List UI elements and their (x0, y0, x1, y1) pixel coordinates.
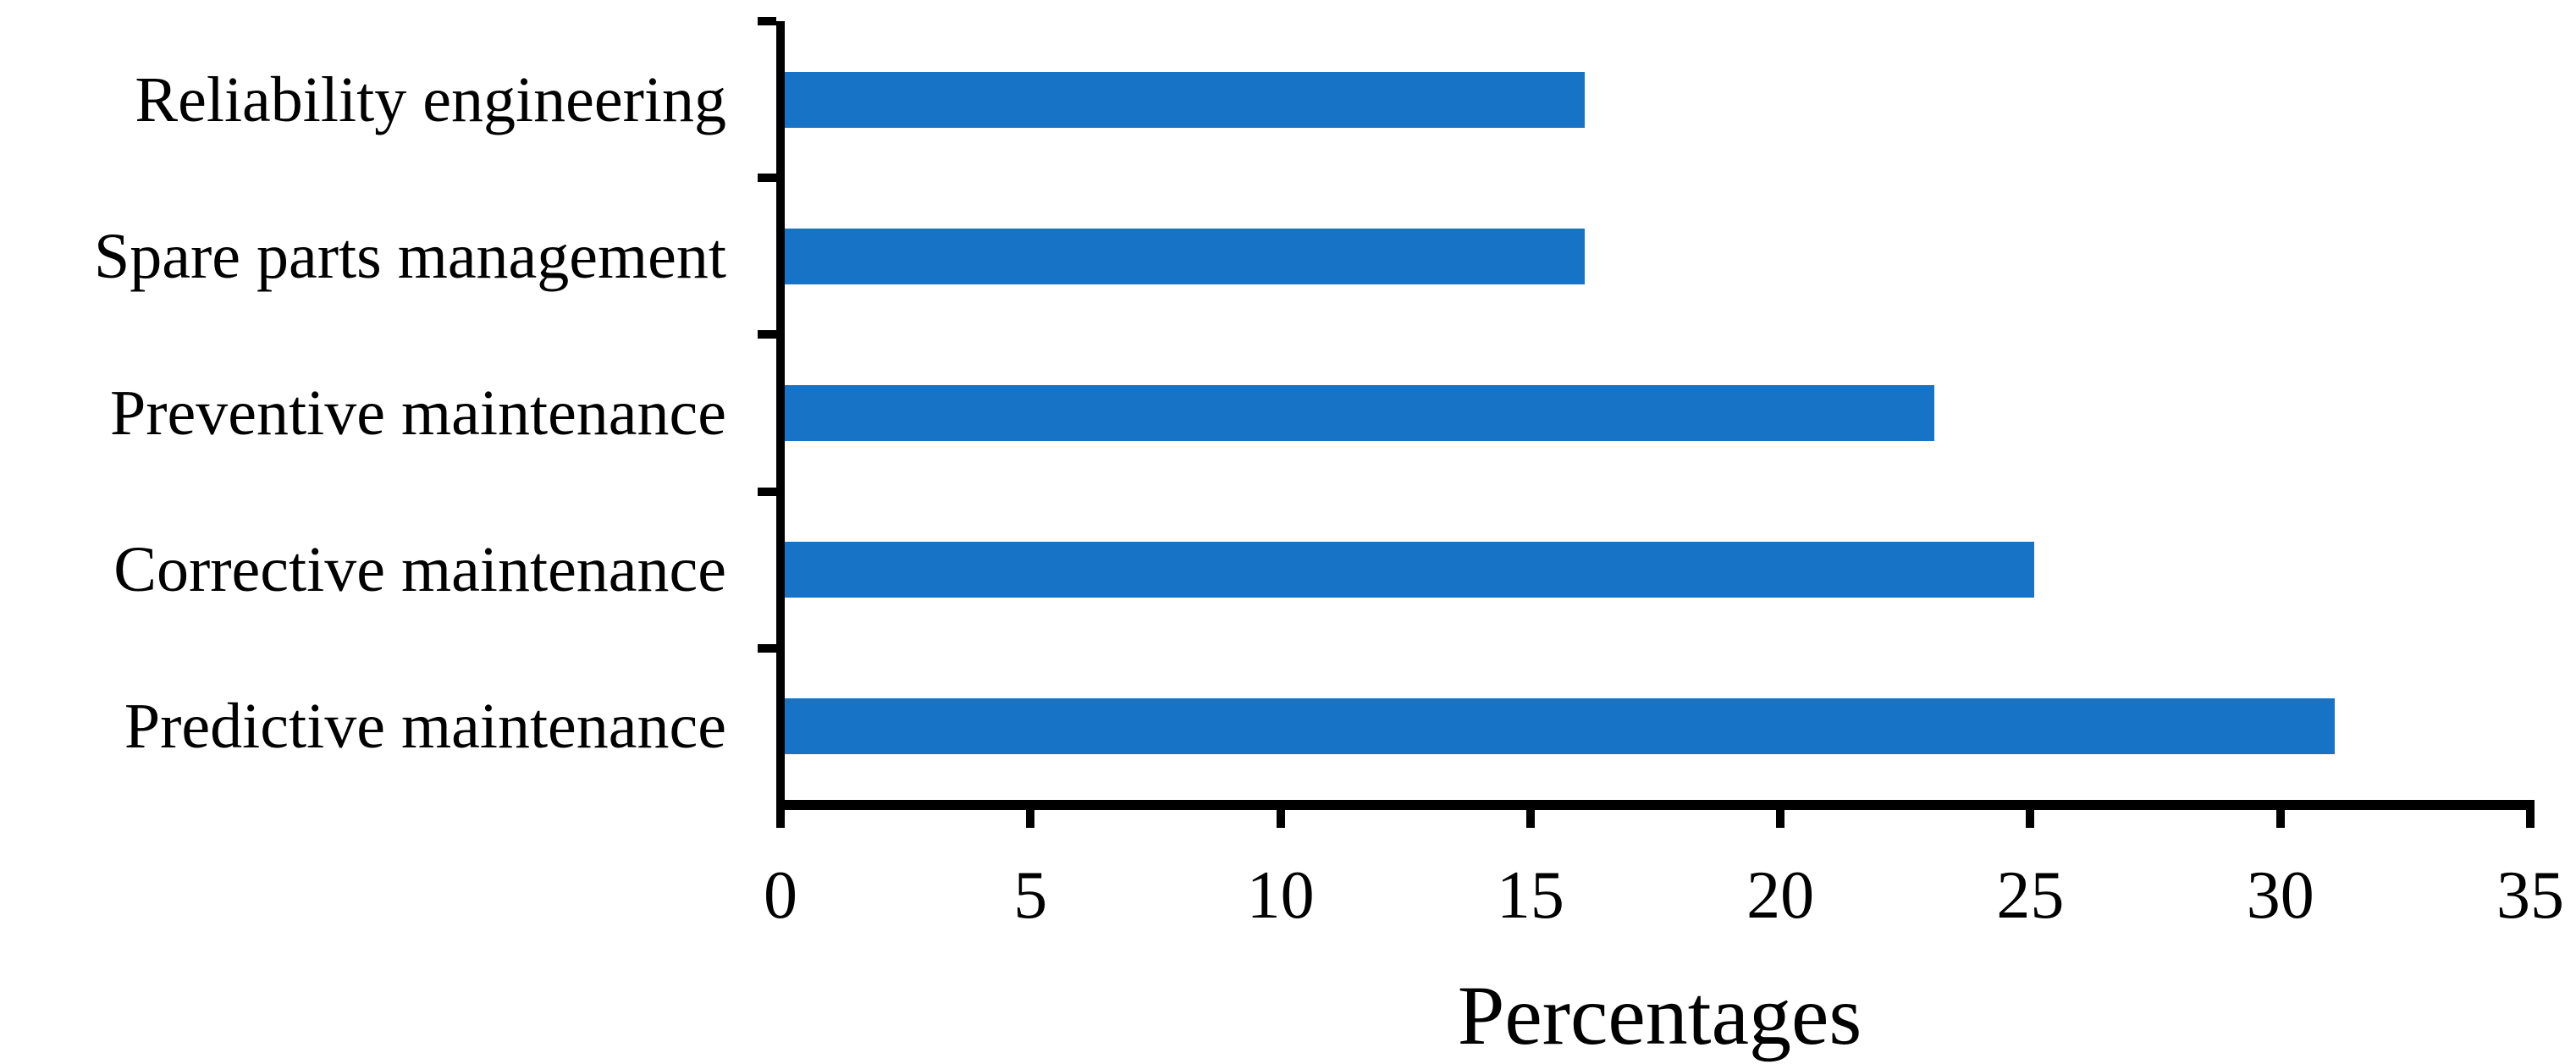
x-axis-tick-label: 30 (2246, 858, 2314, 933)
y-axis-tick (758, 643, 776, 653)
x-axis-tick (2526, 810, 2535, 828)
x-axis-tick (1026, 810, 1035, 828)
x-axis-tick (776, 810, 785, 828)
category-label: Spare parts management (93, 220, 726, 292)
x-axis-tick-label: 25 (1996, 858, 2065, 933)
x-axis-tick-label: 0 (764, 858, 797, 933)
category-label: Predictive maintenance (124, 691, 726, 763)
x-axis-line (776, 800, 2535, 810)
x-axis-tick-label: 35 (2496, 858, 2564, 933)
x-axis-title: Percentages (1457, 968, 1862, 1062)
category-label: Corrective maintenance (113, 534, 726, 606)
x-axis-tick-label: 10 (1246, 858, 1315, 933)
y-axis-line (776, 21, 785, 827)
bar (785, 698, 2335, 755)
bar (785, 385, 1935, 441)
x-axis-tick (1776, 810, 1785, 828)
x-axis-tick-label: 20 (1746, 858, 1815, 933)
bar (785, 228, 1585, 284)
y-axis-tick (758, 17, 776, 25)
x-axis-tick-label: 5 (1013, 858, 1048, 933)
y-axis-tick (758, 174, 776, 183)
y-axis-tick (758, 487, 776, 496)
bar (785, 71, 1585, 128)
category-label: Reliability engineering (135, 63, 726, 135)
x-axis-tick (1525, 810, 1535, 828)
x-axis-tick (1276, 810, 1285, 828)
x-axis-tick (2275, 810, 2285, 828)
x-axis-tick (2026, 810, 2035, 828)
y-axis-tick (758, 330, 776, 339)
category-label: Preventive maintenance (109, 378, 726, 449)
x-axis-tick-label: 15 (1496, 858, 1564, 933)
bar (785, 542, 2035, 598)
